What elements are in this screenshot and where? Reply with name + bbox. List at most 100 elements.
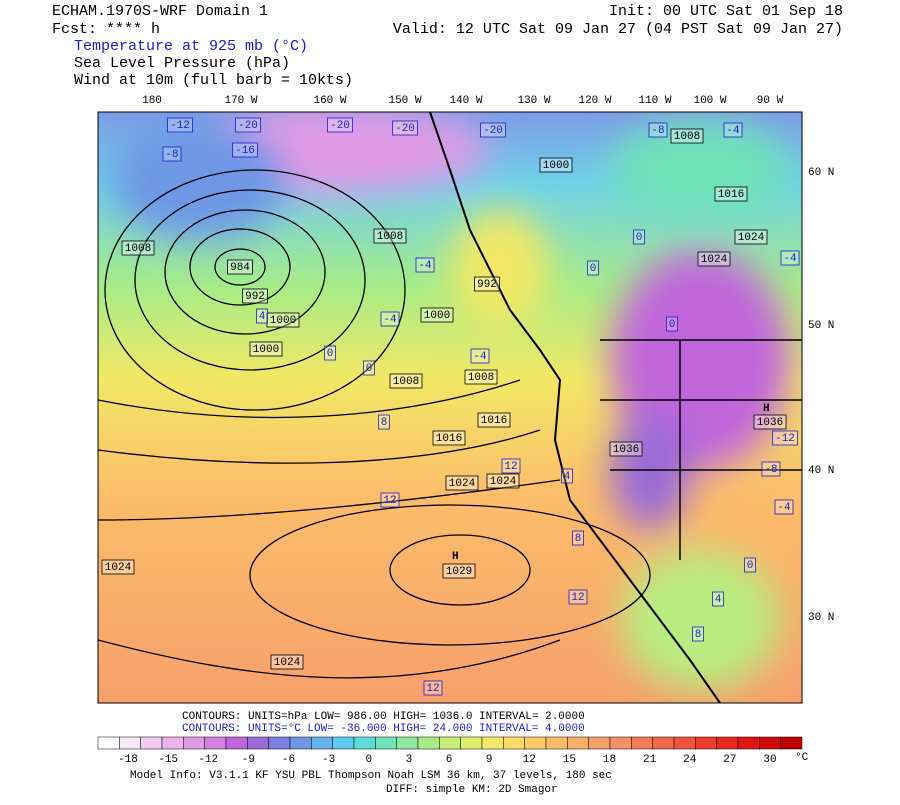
temperature-label: -12 bbox=[170, 120, 190, 132]
colorbar-tick-label: 9 bbox=[486, 754, 493, 766]
colorbar-swatch bbox=[588, 736, 611, 750]
temperature-label-box bbox=[324, 345, 336, 361]
temperature-label: 8 bbox=[695, 629, 702, 641]
longitude-label: 170 W bbox=[224, 95, 257, 107]
temperature-label: 12 bbox=[383, 495, 396, 507]
colorbar-tick-label: 27 bbox=[723, 754, 736, 766]
temperature-label: -8 bbox=[165, 149, 178, 161]
colorbar-swatch bbox=[140, 736, 163, 750]
temperature-label: 8 bbox=[575, 533, 582, 545]
colorbar-swatch bbox=[695, 736, 717, 750]
longitude-label: 160 W bbox=[313, 95, 346, 107]
longitude-label: 150 W bbox=[388, 95, 421, 107]
temperature-label: -4 bbox=[473, 351, 487, 363]
temperature-label: -4 bbox=[726, 125, 740, 137]
colorbar-swatch bbox=[524, 736, 547, 750]
pressure-label-box bbox=[670, 128, 704, 144]
temperature-label: 4 bbox=[564, 471, 571, 483]
temperature-label: -20 bbox=[330, 120, 350, 132]
pressure-label-box bbox=[445, 475, 479, 491]
temperature-label: 0 bbox=[366, 363, 373, 375]
temperature-label-box bbox=[363, 360, 375, 376]
temperature-label: -4 bbox=[777, 502, 791, 514]
pressure-label: 1000 bbox=[424, 310, 450, 322]
pressure-label-box bbox=[477, 412, 511, 428]
pressure-label: 1016 bbox=[481, 415, 507, 427]
temperature-label-box bbox=[501, 458, 521, 474]
latitude-label: 50 N bbox=[808, 320, 834, 332]
colorbar-swatch bbox=[396, 736, 419, 750]
temperature-label-box bbox=[723, 122, 743, 138]
high-marker: H bbox=[763, 403, 770, 415]
pressure-label: 1016 bbox=[718, 189, 744, 201]
pressure-label: 1024 bbox=[701, 254, 728, 266]
longitude-label: 90 W bbox=[757, 95, 784, 107]
colorbar-tick-label: 30 bbox=[763, 754, 776, 766]
temperature-label-box bbox=[774, 499, 794, 515]
valid-time: Valid: 12 UTC Sat 09 Jan 27 (04 PST Sat … bbox=[393, 21, 843, 38]
temperature-label-box bbox=[561, 468, 573, 484]
model-info: Model Info: V3.1.1 KF YSU PBL Thompson N… bbox=[130, 770, 612, 782]
pressure-label-box bbox=[734, 229, 768, 245]
colorbar-tick-label: -3 bbox=[322, 754, 335, 766]
pressure-label: 1000 bbox=[253, 344, 279, 356]
map-frame bbox=[97, 111, 803, 704]
field-wind: Wind at 10m (full barb = 10kts) bbox=[74, 72, 353, 89]
temperature-label: -20 bbox=[238, 120, 258, 132]
colorbar-tick-label: 24 bbox=[683, 754, 697, 766]
pressure-label: 1008 bbox=[468, 372, 494, 384]
coastline bbox=[429, 112, 721, 703]
pressure-label: 1008 bbox=[377, 231, 403, 243]
pressure-label-box bbox=[714, 186, 748, 202]
colorbar-tick-label: 18 bbox=[603, 754, 616, 766]
pressure-label: 1036 bbox=[613, 444, 639, 456]
temperature-label-box bbox=[167, 117, 193, 133]
colorbar-swatch bbox=[631, 736, 653, 750]
pressure-label-box bbox=[432, 430, 466, 446]
latitude-label: 30 N bbox=[808, 612, 834, 624]
temperature-label-box bbox=[380, 311, 400, 327]
diff-info: DIFF: simple KM: 2D Smagor bbox=[386, 784, 558, 796]
temperature-label: 0 bbox=[669, 319, 676, 331]
temperature-label: 12 bbox=[571, 592, 584, 604]
temperature-label-box bbox=[633, 229, 645, 245]
temperature-label: -8 bbox=[764, 464, 777, 476]
pressure-label-box bbox=[227, 259, 253, 275]
colorbar-swatch bbox=[780, 736, 803, 750]
temperature-label-box bbox=[666, 316, 678, 332]
pressure-label-box bbox=[242, 288, 268, 304]
pressure-label-box bbox=[249, 341, 283, 357]
temperature-label-box bbox=[392, 120, 418, 136]
temperature-label-box bbox=[423, 680, 443, 696]
colorbar-swatch bbox=[268, 736, 291, 750]
colorbar-tick-label: 12 bbox=[523, 754, 536, 766]
temperature-label-box bbox=[692, 626, 704, 642]
pressure-label: 1016 bbox=[436, 433, 462, 445]
colorbar-swatch bbox=[225, 736, 248, 750]
pressure-label: 992 bbox=[245, 291, 265, 303]
pressure-label: 1036 bbox=[757, 417, 783, 429]
temperature-label-box bbox=[380, 492, 400, 508]
temperature-label: 0 bbox=[590, 263, 597, 275]
pressure-label: 1000 bbox=[270, 315, 296, 327]
pressure-label-box bbox=[753, 414, 787, 430]
pressure-label-box bbox=[101, 559, 135, 575]
temperature-label-box bbox=[648, 122, 668, 138]
pressure-label: 1029 bbox=[446, 566, 472, 578]
pressure-label: 1024 bbox=[449, 478, 476, 490]
colorbar-swatch bbox=[439, 736, 461, 750]
pressure-label: 1024 bbox=[105, 562, 132, 574]
colorbar-swatch bbox=[481, 736, 504, 750]
temperature-label-box bbox=[327, 117, 353, 133]
pressure-label: 1024 bbox=[274, 657, 301, 669]
temperature-label-box bbox=[480, 122, 506, 138]
init-time: Init: 00 UTC Sat 01 Sep 18 bbox=[609, 3, 843, 20]
colorbar-tick-label: -12 bbox=[198, 754, 218, 766]
temperature-label-box bbox=[712, 591, 724, 607]
colorbar-swatch bbox=[652, 736, 675, 750]
temperature-label: 0 bbox=[747, 560, 754, 572]
temperature-label: -16 bbox=[235, 145, 255, 157]
temperature-label-box bbox=[256, 308, 268, 324]
temperature-label-box bbox=[780, 250, 800, 266]
temperature-label: -4 bbox=[383, 314, 397, 326]
